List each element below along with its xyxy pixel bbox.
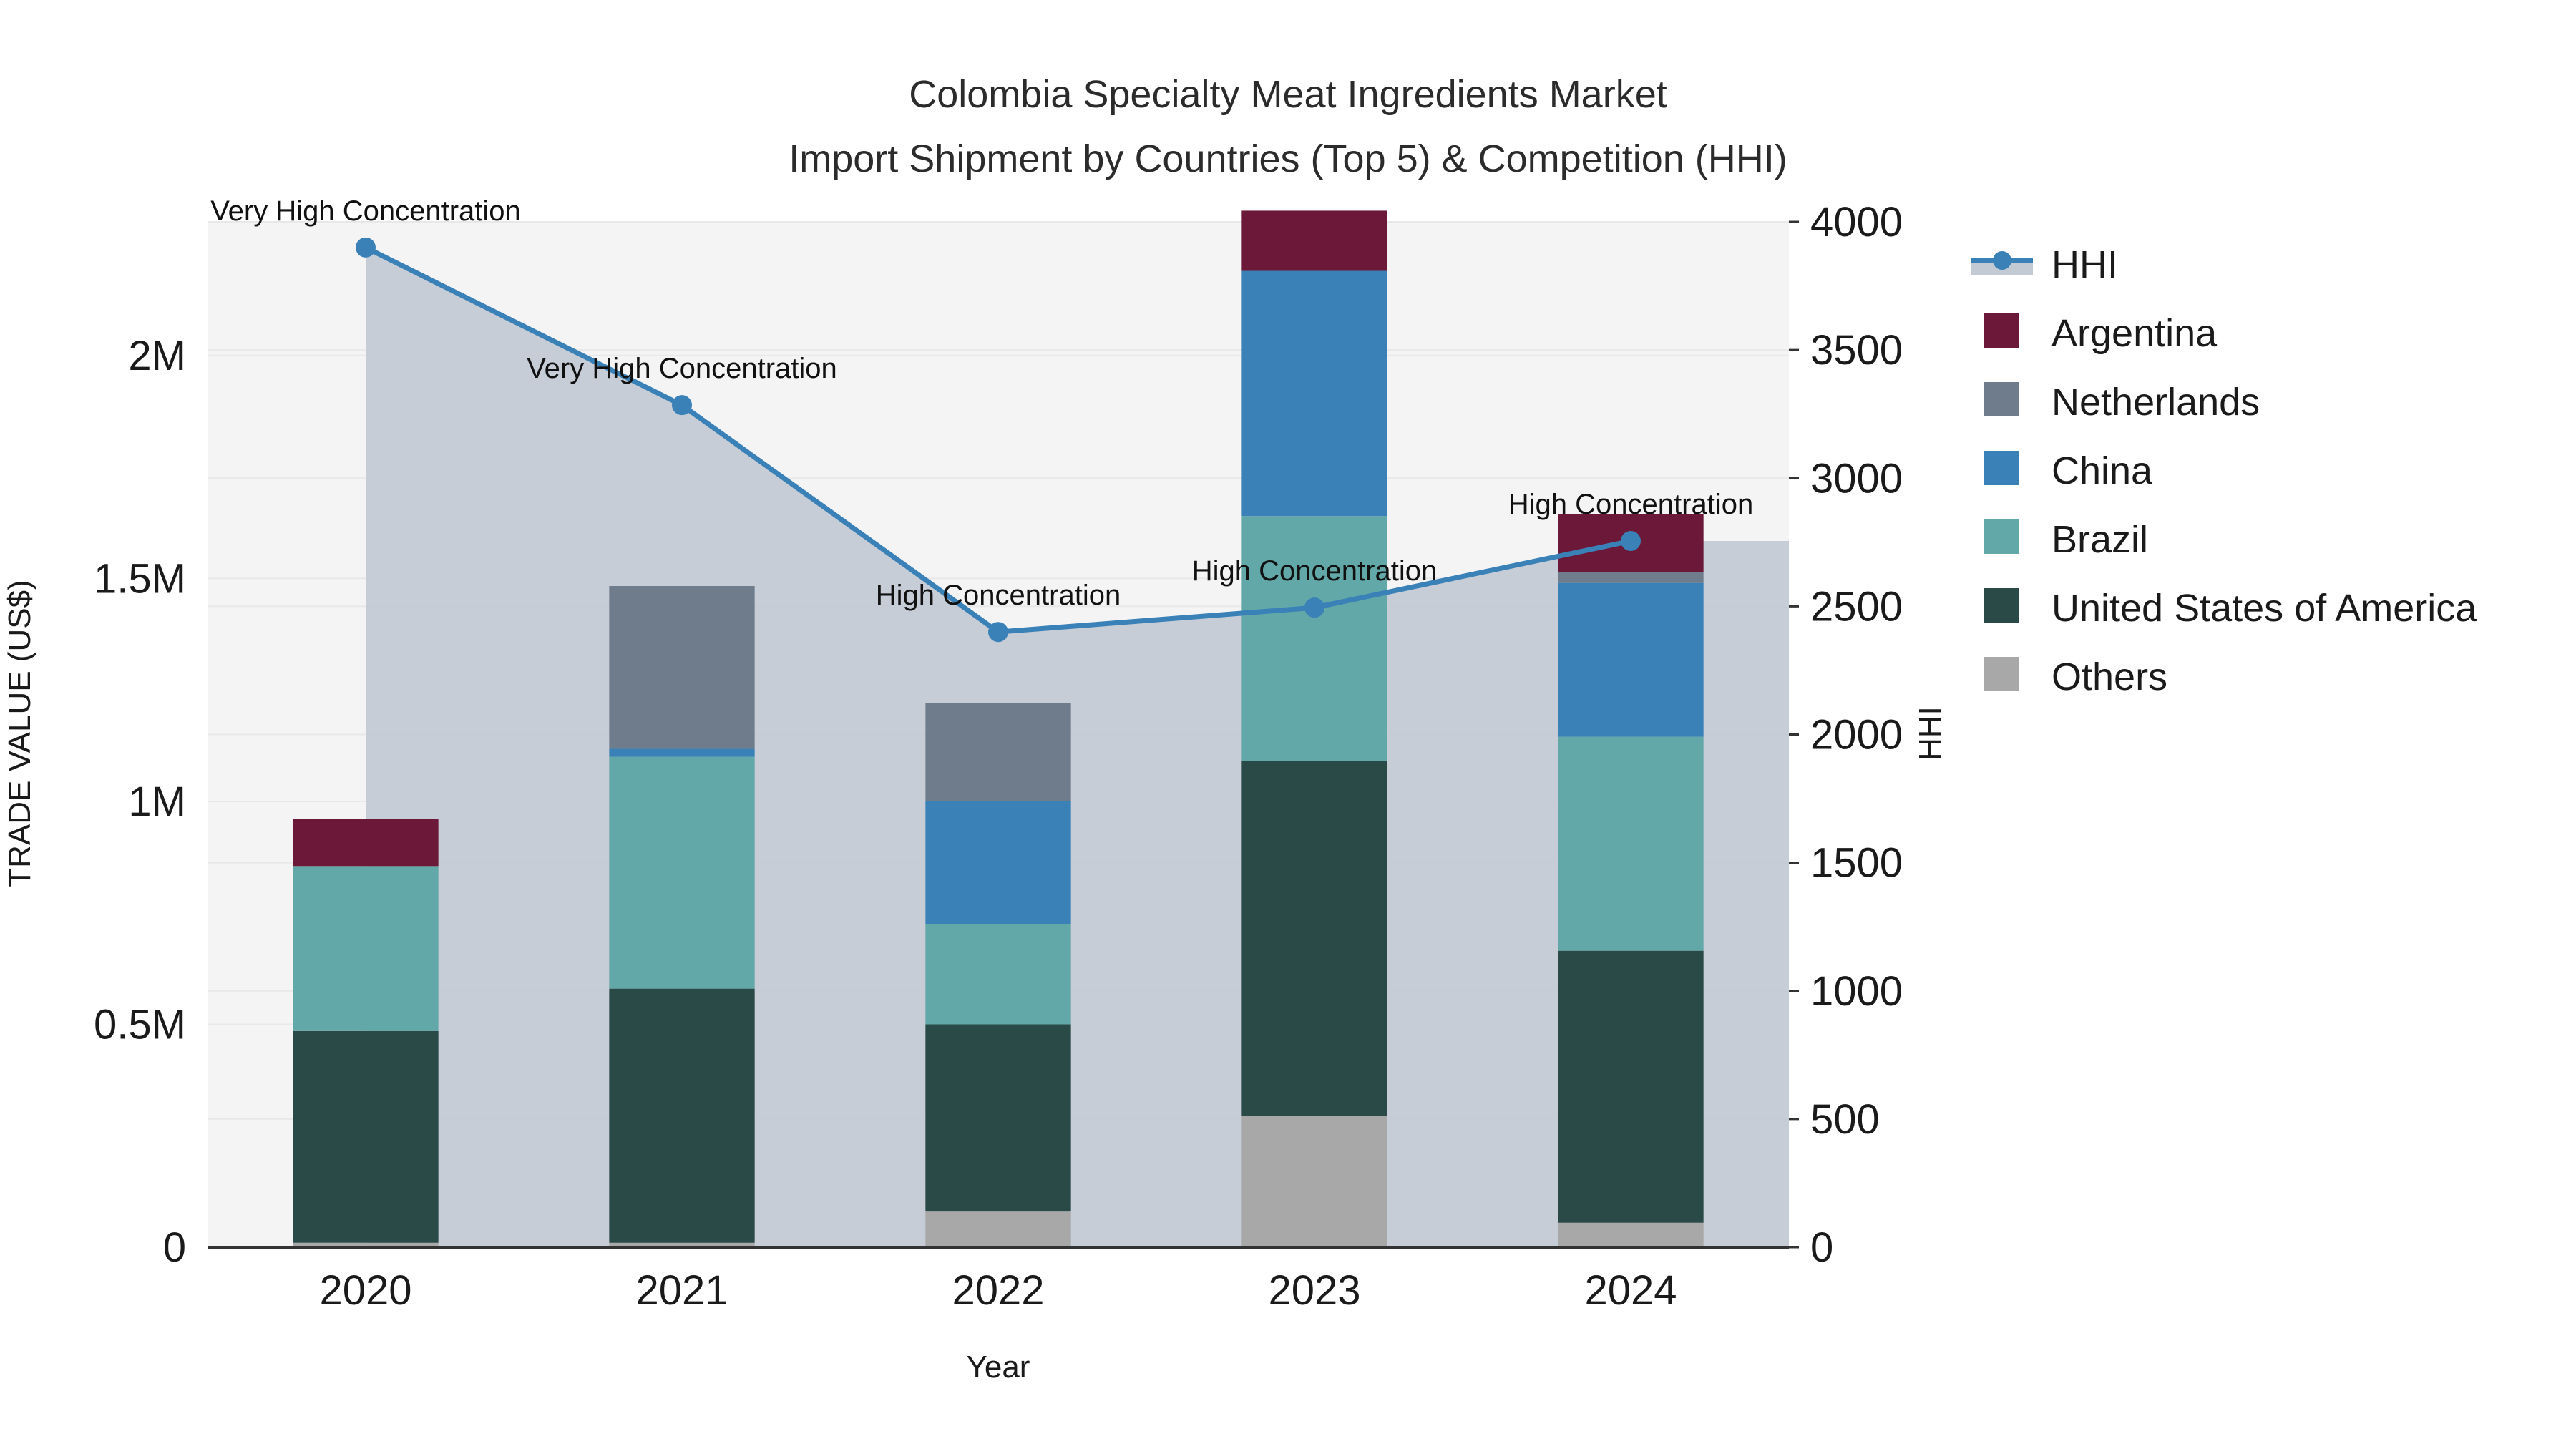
bar-segment bbox=[1558, 582, 1704, 737]
bar-segment bbox=[293, 866, 439, 1031]
y-tick-label: 1M bbox=[128, 779, 186, 825]
chart-legend: HHI Argentina Netherlands China Brazil United… bbox=[1971, 243, 2477, 698]
x-tick-label: 2021 bbox=[635, 1267, 728, 1314]
legend-item-label: Netherlands bbox=[2051, 381, 2260, 424]
bar-segment bbox=[1241, 1116, 1387, 1247]
concentration-annotations: Very High Concentration Very High Concent… bbox=[210, 195, 1753, 611]
legend-item-label: Brazil bbox=[2051, 518, 2148, 561]
chart-title-line2: Import Shipment by Countries (Top 5) & C… bbox=[789, 137, 1787, 180]
bar-segment bbox=[925, 1211, 1071, 1247]
hhi-line-series bbox=[356, 237, 1641, 643]
bar-segment bbox=[1241, 210, 1387, 271]
bar-segment bbox=[609, 1242, 755, 1247]
y-tick-label: 1.5M bbox=[94, 555, 186, 602]
x-tick-label: 2024 bbox=[1584, 1267, 1677, 1314]
legend-item-label: Others bbox=[2051, 655, 2167, 698]
legend-color-swatch bbox=[1984, 657, 2019, 691]
secondary-y-tick-label: 1500 bbox=[1810, 840, 1903, 887]
secondary-y-tick-label: 0 bbox=[1810, 1224, 1833, 1271]
bar-segment bbox=[925, 924, 1071, 1025]
bar-segment bbox=[293, 819, 439, 867]
y-axis-ticks: 0 0.5M 1M 1.5M 2M bbox=[94, 333, 186, 1271]
annotation-label: Very High Concentration bbox=[210, 195, 521, 227]
stacked-bars bbox=[293, 210, 1704, 1247]
legend-item[interactable]: United States of America bbox=[1984, 587, 2477, 630]
legend-color-swatch bbox=[1984, 313, 2019, 348]
hhi-data-point bbox=[1621, 531, 1641, 552]
secondary-y-tick-label: 500 bbox=[1810, 1096, 1880, 1143]
bar-segment bbox=[925, 703, 1071, 801]
hhi-data-point bbox=[356, 237, 376, 258]
legend-item-label: China bbox=[2051, 449, 2153, 492]
legend-item[interactable]: Argentina bbox=[1984, 312, 2218, 355]
annotation-label: Very High Concentration bbox=[527, 353, 837, 384]
secondary-y-tick-label: 3500 bbox=[1810, 327, 1903, 374]
hhi-data-point bbox=[988, 622, 1008, 643]
legend-color-swatch bbox=[1984, 519, 2019, 554]
secondary-y-tick-label: 2500 bbox=[1810, 583, 1903, 630]
hhi-data-point bbox=[672, 395, 692, 416]
legend-item[interactable]: Netherlands bbox=[1984, 381, 2260, 424]
bar-segment bbox=[1241, 761, 1387, 1116]
legend-item[interactable]: Brazil bbox=[1984, 518, 2148, 561]
legend-hhi-marker bbox=[1993, 251, 2011, 270]
secondary-y-axis-ticks: 0 500 1000 1500 2000 2500 3000 3500 4000 bbox=[1789, 199, 1903, 1271]
legend-item[interactable]: China bbox=[1984, 449, 2153, 492]
bar-segment bbox=[1558, 572, 1704, 583]
bar-segment bbox=[1241, 270, 1387, 517]
x-tick-label: 2020 bbox=[319, 1267, 411, 1314]
annotation-label: High Concentration bbox=[1508, 489, 1753, 520]
bar-group-2024 bbox=[1558, 514, 1704, 1247]
legend-color-swatch bbox=[1984, 382, 2019, 416]
bar-segment bbox=[609, 988, 755, 1243]
legend-color-swatch bbox=[1984, 588, 2019, 623]
secondary-y-tick-label: 2000 bbox=[1810, 712, 1903, 758]
legend-item[interactable]: HHI bbox=[1971, 243, 2118, 286]
bar-group-2022 bbox=[925, 703, 1071, 1247]
bar-segment bbox=[1558, 950, 1704, 1223]
secondary-y-axis-title: HHI bbox=[1913, 706, 1948, 761]
legend-item-label: United States of America bbox=[2051, 587, 2477, 630]
chart-title-line1: Colombia Specialty Meat Ingredients Mark… bbox=[909, 73, 1667, 116]
bar-segment bbox=[1558, 1222, 1704, 1247]
x-axis-ticks: 2020 2021 2022 2023 2024 bbox=[319, 1267, 1677, 1314]
bar-segment bbox=[609, 586, 755, 749]
bar-group-2020 bbox=[293, 819, 439, 1247]
bar-segment bbox=[925, 801, 1071, 924]
bar-segment bbox=[1241, 516, 1387, 761]
x-axis-title: Year bbox=[967, 1350, 1030, 1385]
secondary-y-tick-label: 1000 bbox=[1810, 968, 1903, 1015]
y-tick-label: 0.5M bbox=[94, 1001, 186, 1048]
bar-segment bbox=[293, 1030, 439, 1243]
bar-group-2023 bbox=[1241, 210, 1387, 1247]
legend-item-label: HHI bbox=[2051, 243, 2118, 286]
legend-color-swatch bbox=[1984, 451, 2019, 485]
annotation-label: High Concentration bbox=[876, 580, 1121, 611]
hhi-data-point bbox=[1304, 597, 1324, 618]
legend-item[interactable]: Others bbox=[1984, 655, 2167, 698]
x-tick-label: 2023 bbox=[1268, 1267, 1360, 1314]
bar-segment bbox=[609, 748, 755, 757]
y-tick-label: 2M bbox=[128, 333, 186, 379]
annotation-label: High Concentration bbox=[1192, 555, 1437, 587]
secondary-y-tick-label: 3000 bbox=[1810, 455, 1903, 502]
bar-segment bbox=[1558, 736, 1704, 951]
y-tick-label: 0 bbox=[163, 1224, 186, 1271]
bar-group-2021 bbox=[609, 586, 755, 1247]
secondary-y-tick-label: 4000 bbox=[1810, 199, 1903, 245]
x-tick-label: 2022 bbox=[952, 1267, 1044, 1314]
bar-segment bbox=[925, 1024, 1071, 1212]
y-axis-title: TRADE VALUE (US$) bbox=[2, 580, 37, 887]
bar-segment bbox=[293, 1242, 439, 1247]
legend-item-label: Argentina bbox=[2051, 312, 2218, 355]
bar-segment bbox=[609, 756, 755, 989]
